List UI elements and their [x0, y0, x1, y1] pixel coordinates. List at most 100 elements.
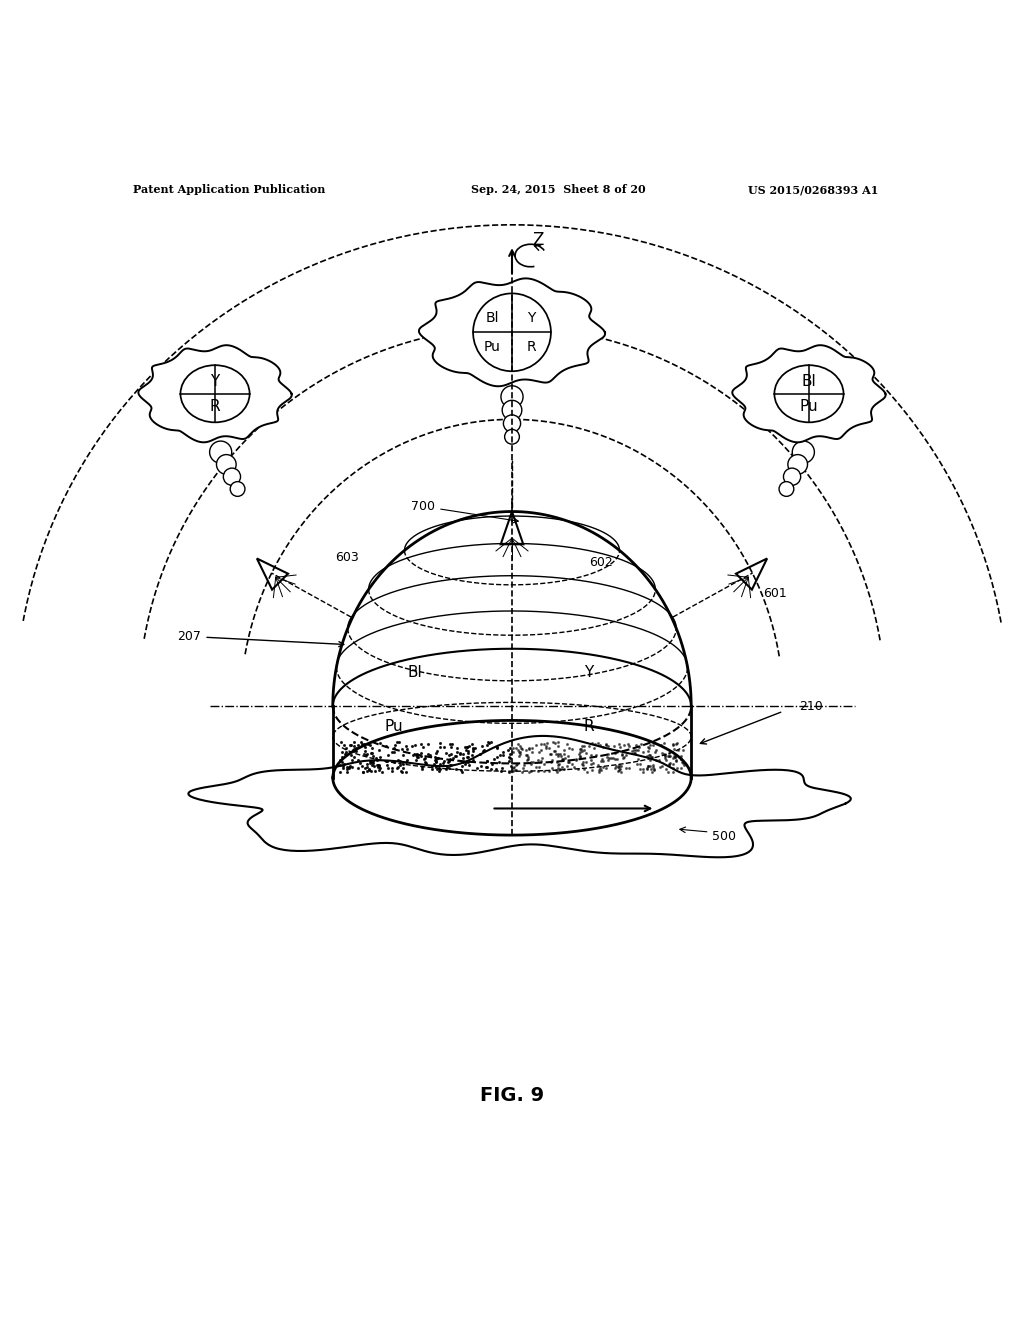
Point	[366, 752, 382, 774]
Point	[673, 744, 689, 766]
Point	[536, 754, 552, 775]
Point	[579, 762, 595, 783]
Point	[548, 760, 564, 781]
Point	[346, 735, 362, 756]
Point	[508, 759, 524, 780]
Point	[542, 744, 558, 766]
Text: Pu: Pu	[385, 719, 403, 734]
Point	[352, 731, 369, 752]
Point	[442, 748, 459, 770]
Point	[617, 744, 634, 766]
Point	[428, 742, 444, 763]
Point	[332, 760, 348, 781]
Point	[518, 750, 535, 771]
Point	[459, 747, 475, 768]
Point	[556, 743, 572, 764]
Point	[354, 762, 371, 783]
Point	[431, 733, 447, 754]
Point	[629, 754, 645, 775]
Point	[397, 751, 414, 772]
Point	[399, 738, 416, 759]
Point	[345, 739, 361, 760]
Point	[662, 752, 678, 774]
Point	[444, 733, 461, 754]
Point	[443, 743, 460, 764]
Point	[673, 748, 689, 770]
Point	[458, 739, 474, 760]
Point	[549, 762, 565, 783]
Point	[554, 748, 570, 770]
Point	[344, 756, 360, 777]
Point	[428, 751, 444, 772]
Point	[525, 751, 542, 772]
Point	[532, 734, 549, 755]
Point	[372, 746, 388, 767]
Point	[578, 751, 594, 772]
Text: 700: 700	[412, 500, 518, 523]
Point	[643, 758, 659, 779]
Point	[505, 758, 521, 779]
Point	[476, 739, 493, 760]
Point	[618, 758, 635, 779]
Point	[384, 741, 400, 762]
Point	[452, 743, 468, 764]
Point	[538, 735, 554, 756]
Point	[449, 737, 465, 758]
Point	[384, 758, 400, 779]
Point	[635, 762, 651, 783]
Text: Bl: Bl	[485, 310, 500, 325]
Point	[439, 756, 456, 777]
Point	[435, 751, 452, 772]
Point	[492, 744, 508, 766]
Point	[465, 737, 481, 758]
Point	[557, 747, 573, 768]
Point	[565, 756, 582, 777]
Text: Y: Y	[584, 665, 594, 680]
Point	[645, 756, 662, 777]
Point	[639, 758, 655, 779]
Point	[340, 758, 356, 779]
Point	[427, 750, 443, 771]
Point	[418, 752, 434, 774]
Point	[674, 751, 690, 772]
Circle shape	[216, 454, 237, 474]
Point	[422, 744, 438, 766]
Point	[371, 755, 387, 776]
Point	[493, 760, 509, 781]
Point	[345, 739, 361, 760]
Point	[427, 750, 443, 771]
Point	[398, 762, 415, 783]
Point	[660, 755, 677, 776]
Point	[454, 755, 470, 776]
Point	[359, 754, 376, 775]
Point	[621, 735, 637, 756]
Point	[624, 741, 640, 762]
Point	[409, 746, 425, 767]
Text: Y: Y	[527, 310, 536, 325]
Point	[655, 733, 672, 754]
Point	[614, 744, 631, 766]
Point	[520, 746, 537, 767]
Point	[432, 759, 449, 780]
Point	[372, 758, 388, 779]
Point	[534, 747, 550, 768]
Point	[656, 744, 673, 766]
Point	[639, 746, 655, 767]
Point	[447, 746, 464, 767]
Point	[441, 750, 458, 771]
Point	[632, 752, 648, 774]
Point	[666, 734, 682, 755]
Text: 602: 602	[589, 556, 612, 569]
Point	[572, 746, 589, 767]
Point	[378, 750, 394, 771]
Point	[502, 743, 518, 764]
Text: 601: 601	[763, 587, 786, 599]
Point	[675, 741, 691, 762]
Point	[359, 734, 376, 755]
Point	[354, 756, 371, 777]
Point	[559, 744, 575, 766]
Point	[582, 735, 598, 756]
Point	[341, 756, 357, 777]
Point	[550, 735, 566, 756]
Point	[413, 742, 429, 763]
